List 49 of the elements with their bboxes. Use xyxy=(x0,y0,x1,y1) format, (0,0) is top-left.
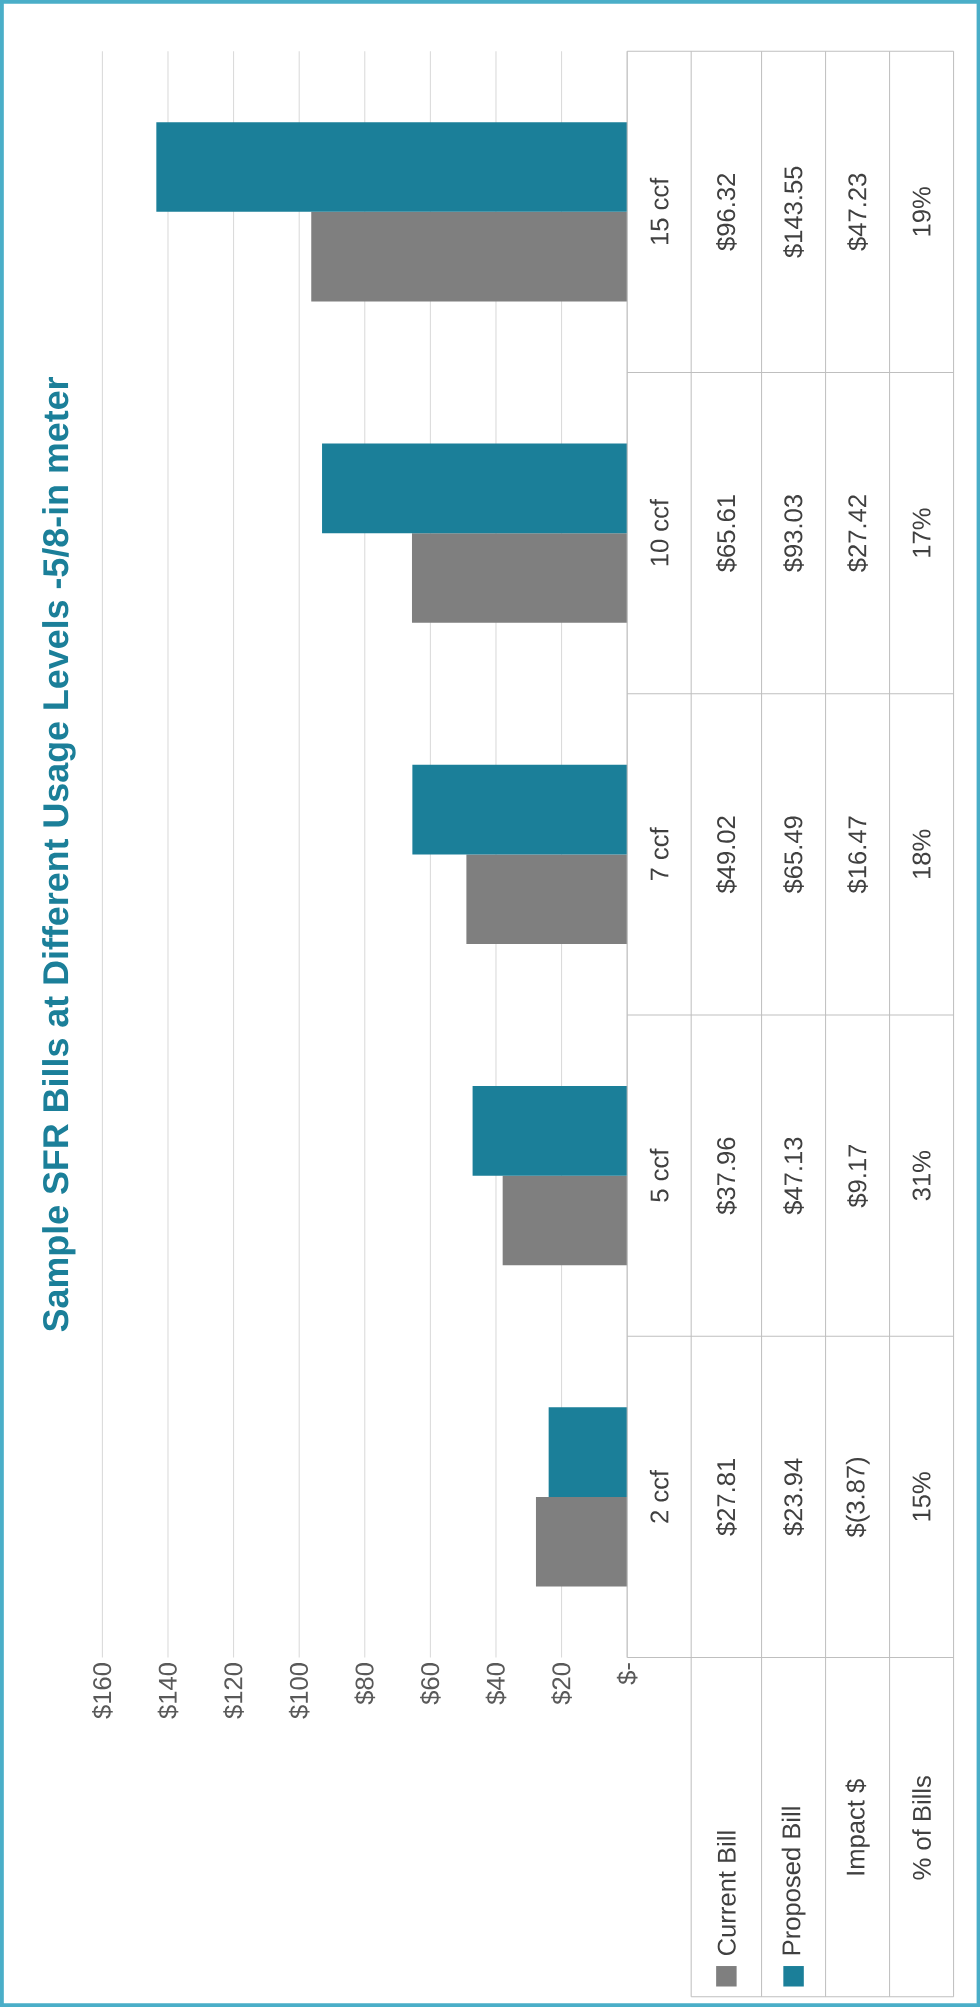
y-tick-label: 7 ccf xyxy=(649,827,669,881)
bar xyxy=(548,1407,627,1497)
bar xyxy=(321,443,627,534)
x-tick-label: $100 xyxy=(288,1663,310,1719)
data-label: $27.81 xyxy=(715,1459,737,1536)
y-tick-label: 5 ccf xyxy=(649,1148,669,1202)
x-tick-label: $- xyxy=(616,1663,638,1685)
data-label: $47.13 xyxy=(782,1137,804,1215)
x-tick-label: $60 xyxy=(419,1663,441,1705)
bar xyxy=(156,122,627,212)
bar xyxy=(472,1086,627,1176)
text: $47.23 xyxy=(846,173,868,251)
text: % of Bills xyxy=(911,1776,931,1880)
bar xyxy=(502,1175,627,1266)
data-label: $96.32 xyxy=(715,173,737,251)
bar xyxy=(311,211,627,302)
bar xyxy=(466,854,627,944)
data-label: $93.03 xyxy=(782,495,804,572)
x-tick-label: $80 xyxy=(354,1663,375,1705)
x-tick-label: $20 xyxy=(551,1663,572,1705)
bar xyxy=(411,533,627,623)
x-tick-label: $40 xyxy=(485,1663,507,1705)
text: 17% xyxy=(912,508,931,557)
data-label: $143.55 xyxy=(782,166,804,258)
text: Proposed Bill xyxy=(781,1807,806,1955)
text: 15% xyxy=(912,1472,931,1521)
text: 19% xyxy=(912,187,931,236)
text: Current Bill xyxy=(716,1831,736,1956)
text: Impact $ xyxy=(845,1779,870,1875)
text: $9.17 xyxy=(846,1144,868,1208)
data-label: $23.94 xyxy=(782,1458,804,1536)
text: $27.42 xyxy=(846,495,868,572)
data-label: $65.61 xyxy=(715,495,737,572)
text: Sample SFR Bills at Different Usage Levels -5/8-in meter xyxy=(41,376,76,1332)
x-tick-label: $160 xyxy=(91,1663,113,1719)
text: $(3.87) xyxy=(845,1457,870,1538)
x-tick-label: $140 xyxy=(157,1663,179,1719)
y-tick-label: 10 ccf xyxy=(649,498,669,566)
data-label: $37.96 xyxy=(715,1137,737,1215)
text: 31% xyxy=(912,1150,931,1201)
text: $16.47 xyxy=(846,816,868,894)
x-tick-label: $120 xyxy=(223,1663,244,1719)
data-label: $49.02 xyxy=(715,816,737,894)
bar xyxy=(535,1496,627,1587)
bar xyxy=(412,764,627,855)
y-tick-label: 2 ccf xyxy=(649,1469,669,1523)
y-tick-label: 15 ccf xyxy=(649,177,669,245)
data-label: $65.49 xyxy=(782,816,804,894)
text: 18% xyxy=(912,829,931,879)
